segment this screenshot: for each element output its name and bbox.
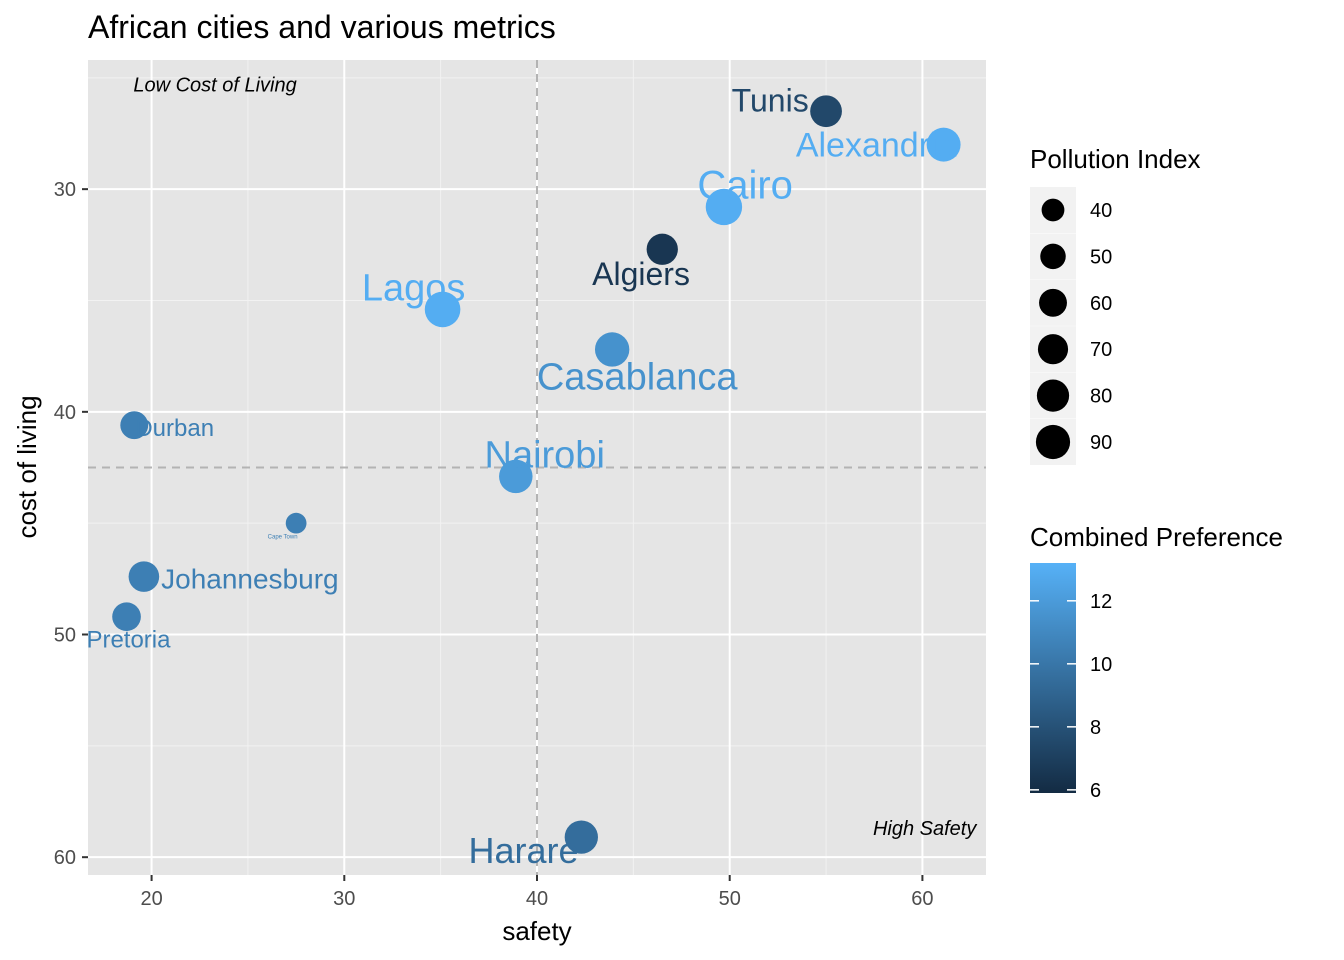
size-legend-title: Pollution Index xyxy=(1030,144,1201,174)
data-points xyxy=(112,95,961,854)
size-legend-label: 70 xyxy=(1090,339,1112,361)
point-label: Nairobi xyxy=(485,434,605,476)
reference-lines xyxy=(88,60,986,875)
size-legend-label: 90 xyxy=(1090,432,1112,454)
point-alexandria xyxy=(926,127,961,162)
y-tick-label: 50 xyxy=(54,625,76,647)
size-legend-key xyxy=(1035,424,1071,460)
point-label: Cairo xyxy=(697,164,793,208)
y-axis-title: cost of living xyxy=(12,395,42,538)
point-label: Johannesburg xyxy=(161,564,338,595)
colorbar-tick-label: 12 xyxy=(1090,591,1112,613)
point-casablanca xyxy=(594,332,630,367)
x-tick-label: 20 xyxy=(140,888,162,910)
point-label: Algiers xyxy=(592,256,690,292)
size-legend-key xyxy=(1041,198,1065,222)
point-label: Cape Town xyxy=(268,535,298,541)
x-tick-label: 50 xyxy=(719,888,741,910)
x-axis-title: safety xyxy=(502,916,571,946)
point-label: Alexandria xyxy=(796,127,957,165)
y-tick-label: 40 xyxy=(54,402,76,424)
colorbar-ticks: 6 8 10 12 xyxy=(1030,591,1112,802)
color-legend-title: Combined Preference xyxy=(1030,522,1283,552)
colorbar-tick-label: 8 xyxy=(1090,717,1101,739)
point-label: Durban xyxy=(135,415,214,442)
corner-annotations: Low Cost of Living High Safety xyxy=(133,74,977,840)
point-label: Lagos xyxy=(362,267,466,309)
size-legend-key xyxy=(1036,379,1070,412)
point-label: Casablanca xyxy=(537,357,739,399)
size-legend-label: 50 xyxy=(1090,246,1112,268)
x-tick-label: 30 xyxy=(333,888,355,910)
point-tunis xyxy=(810,95,842,128)
annotation-text: Low Cost of Living xyxy=(133,74,296,96)
y-tick-label: 30 xyxy=(54,179,76,201)
size-legend-key xyxy=(1040,243,1066,270)
x-tick-label: 60 xyxy=(911,888,933,910)
colorbar xyxy=(1030,563,1076,793)
y-tick-label: 60 xyxy=(54,847,76,869)
point-cape-town xyxy=(285,512,307,534)
annotation-text: High Safety xyxy=(873,818,977,840)
chart-title: African cities and various metrics xyxy=(88,9,556,45)
size-legend-label: 60 xyxy=(1090,293,1112,315)
size-legend: Pollution Index 40 50 60 70 80 90 xyxy=(1030,144,1201,465)
point-durban xyxy=(120,411,149,440)
point-cairo xyxy=(705,188,743,226)
color-legend: Combined Preference 6 8 10 12 xyxy=(1030,522,1283,802)
point-label: Harare xyxy=(468,830,578,871)
point-pretoria xyxy=(112,602,141,632)
size-legend-label: 80 xyxy=(1090,386,1112,408)
size-legend-label: 40 xyxy=(1090,200,1112,222)
size-legend-key xyxy=(1039,288,1067,317)
y-axis: 30 40 50 60 xyxy=(54,179,88,869)
point-algiers xyxy=(646,233,678,265)
point-label: Tunis xyxy=(732,82,809,118)
point-harare xyxy=(564,820,598,854)
point-nairobi xyxy=(499,459,533,494)
colorbar-tick-label: 6 xyxy=(1090,780,1101,802)
x-axis: 20 30 40 50 60 xyxy=(140,875,934,910)
point-johannesburg xyxy=(128,561,160,592)
point-lagos xyxy=(424,291,461,328)
size-legend-key xyxy=(1037,334,1069,365)
point-label: Pretoria xyxy=(86,626,171,653)
size-legend-keys: 40 50 60 70 80 90 xyxy=(1030,187,1112,465)
colorbar-tick-label: 10 xyxy=(1090,654,1112,676)
x-tick-label: 40 xyxy=(526,888,548,910)
